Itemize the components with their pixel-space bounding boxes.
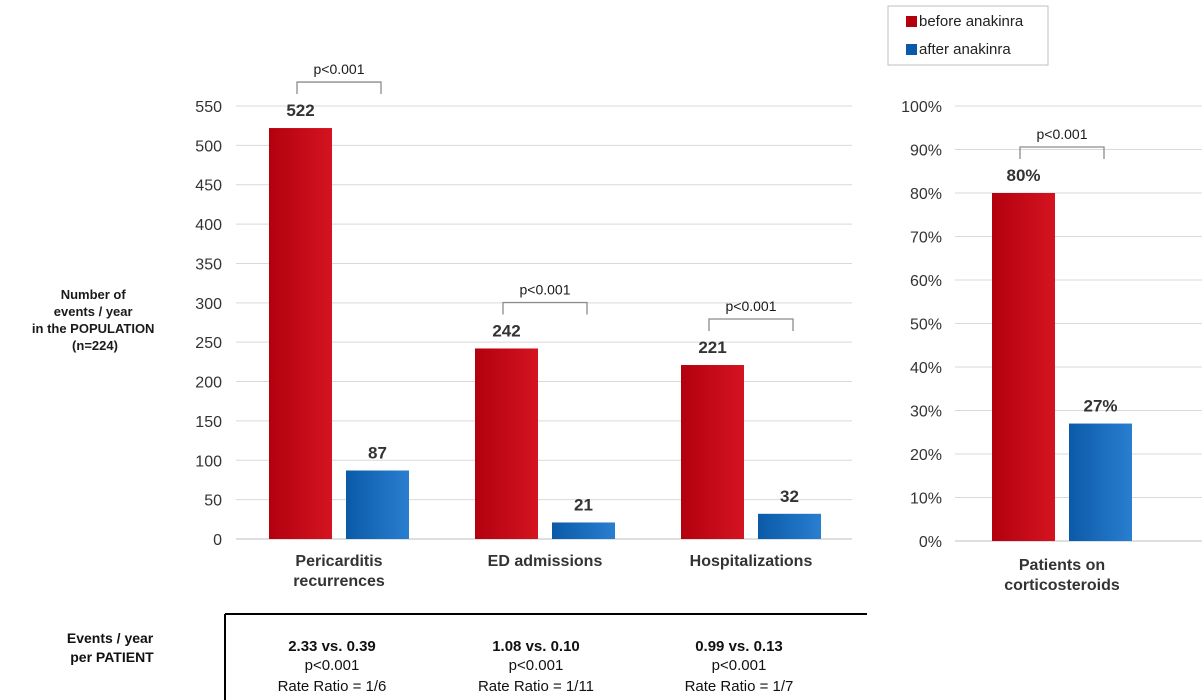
data-label: 80% [1006,166,1040,185]
y-tick-label: 300 [195,296,222,313]
table-cell-p: p<0.001 [712,657,767,674]
x-category-label: Pericarditis recurrences [293,553,385,590]
p-value-annotation: p<0.001 [1037,126,1088,142]
y-tick-label: 0% [919,534,942,551]
bar-before-anakinra [475,348,538,539]
data-label: 87 [368,444,387,463]
left-bar-chart: 0 50 100 150 200 250 300 350 400 450 500 550 522 87 Pe… [195,61,852,590]
x-category-label: Hospitalizations [690,553,813,570]
table-row-label: Events / year per PATIENT [67,630,157,665]
data-label: 522 [286,101,314,120]
y-tick-label: 70% [910,230,942,247]
legend-swatch-before [906,16,917,27]
data-label: 21 [574,495,593,514]
data-label: 27% [1083,397,1117,416]
y-tick-label: 450 [195,178,222,195]
y-tick-label: 100% [901,99,942,116]
x-category-label: ED admissions [488,553,603,570]
data-label: 242 [492,321,520,340]
table-cell-p: p<0.001 [305,657,360,674]
data-label: 221 [698,338,726,357]
y-tick-label: 60% [910,273,942,290]
y-tick-label: 40% [910,360,942,377]
y-tick-label: 150 [195,414,222,431]
legend-swatch-after [906,44,917,55]
bar-after-anakinra [1069,424,1132,541]
bar-after-anakinra [758,514,821,539]
p-value-annotation: p<0.001 [520,281,571,297]
bar-before-anakinra [269,128,332,539]
significance-bracket [1020,147,1104,159]
bar-before-anakinra [992,193,1055,541]
table-cell-ratio: 2.33 vs. 0.39 [288,638,376,655]
y-tick-label: 30% [910,404,942,421]
per-patient-table: Events / year per PATIENT 2.33 vs. 0.39 … [67,614,867,700]
y-tick-label: 200 [195,375,222,392]
table-cell-rate-ratio: Rate Ratio = 1/7 [685,678,794,695]
y-tick-label: 400 [195,217,222,234]
y-tick-label: 100 [195,453,222,470]
p-value-annotation: p<0.001 [314,61,365,77]
y-tick-label: 80% [910,186,942,203]
significance-bracket [503,302,587,314]
y-tick-label: 500 [195,138,222,155]
y-tick-label: 50 [204,493,222,510]
table-cell-ratio: 0.99 vs. 0.13 [695,638,783,655]
p-value-annotation: p<0.001 [726,298,777,314]
y-tick-label: 250 [195,335,222,352]
y-tick-label: 550 [195,99,222,116]
legend: before anakinra after anakinra [888,6,1048,65]
bar-after-anakinra [346,471,409,539]
y-tick-label: 350 [195,256,222,273]
table-cell: 1.08 vs. 0.10 p<0.001 Rate Ratio = 1/11 [478,638,594,695]
y-tick-label: 10% [910,491,942,508]
y-tick-label: 0 [213,532,222,549]
y-tick-label: 50% [910,317,942,334]
table-cell-p: p<0.001 [509,657,564,674]
legend-label-before: before anakinra [919,13,1024,30]
y-tick-label: 20% [910,447,942,464]
data-label: 32 [780,487,799,506]
bar-after-anakinra [552,522,615,539]
significance-bracket [297,82,381,94]
table-cell-ratio: 1.08 vs. 0.10 [492,638,580,655]
left-y-axis-title: Number of events / year in the POPULATIO… [32,287,158,353]
y-tick-label: 90% [910,143,942,160]
table-cell: 0.99 vs. 0.13 p<0.001 Rate Ratio = 1/7 [685,638,794,695]
table-cell: 2.33 vs. 0.39 p<0.001 Rate Ratio = 1/6 [278,638,387,695]
bar-before-anakinra [681,365,744,539]
significance-bracket [709,319,793,331]
table-cell-rate-ratio: Rate Ratio = 1/11 [478,678,594,695]
table-cell-rate-ratio: Rate Ratio = 1/6 [278,678,387,695]
right-bar-chart: 0% 10% 20% 30% 40% 50% 60% 70% 80% 90% 100% 80% 27% P… [901,99,1202,594]
legend-label-after: after anakinra [919,41,1011,58]
x-category-label: Patients on corticosteroids [1004,557,1120,594]
